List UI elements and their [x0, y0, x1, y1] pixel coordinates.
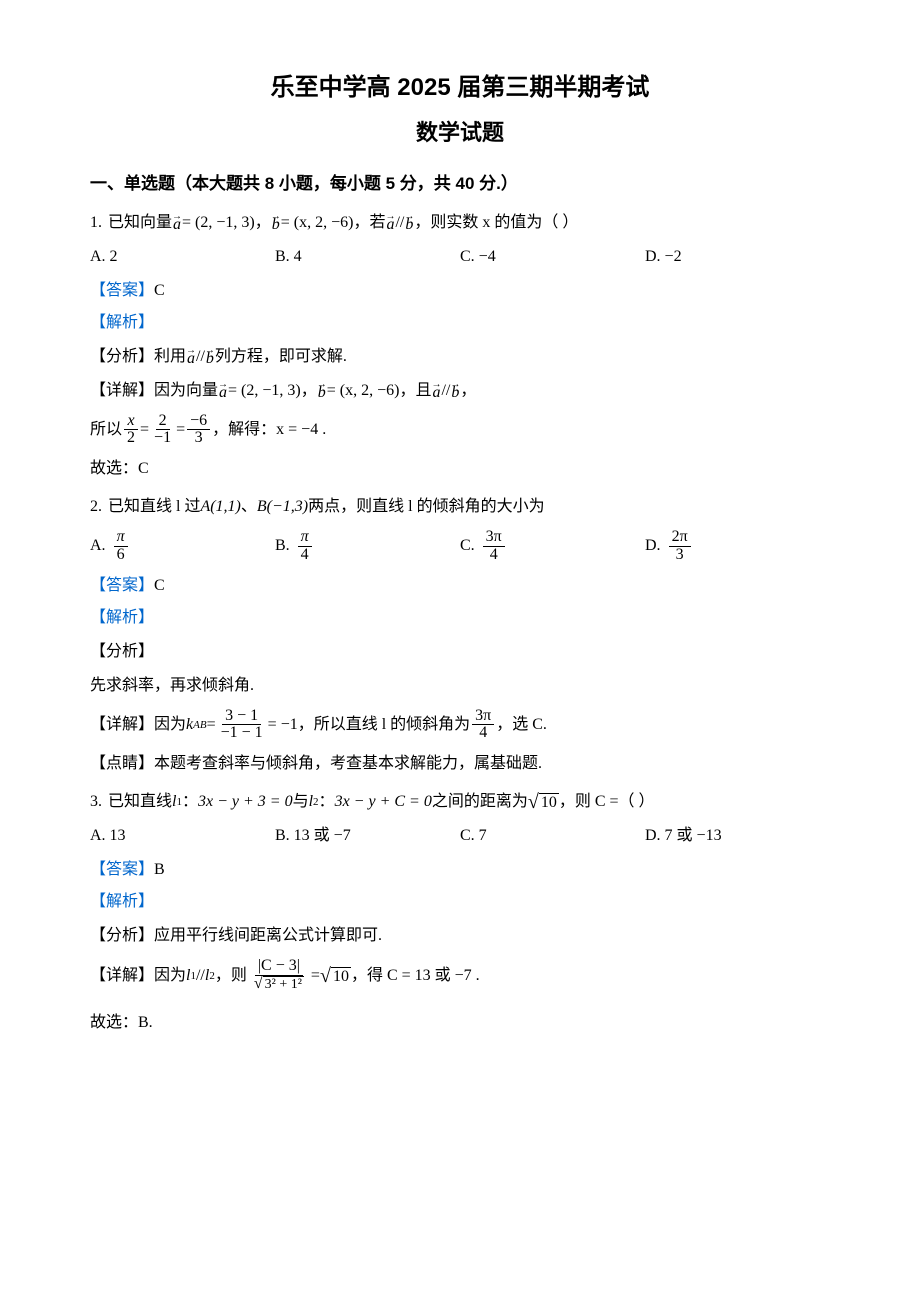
q2-opt-a: A. π6 [90, 529, 275, 564]
vector-a-icon: →a [172, 215, 182, 230]
q2-pointA: A(1,1) [200, 495, 240, 519]
fraction: −63 [187, 413, 210, 448]
sep: ， [255, 211, 271, 235]
q3-opt-b: B. 13 或 −7 [275, 824, 460, 848]
q2-opt-c: C. 3π4 [460, 529, 645, 564]
q3-number: 3. [90, 790, 102, 814]
q3-options: A. 13 B. 13 或 −7 C. 7 D. 7 或 −13 [90, 824, 830, 848]
q3-detail: 【详解】 因为 l1 // l2 ，则 |C − 3| √3² + 1² = √… [90, 958, 830, 993]
q1-opt-b: B. 4 [275, 245, 460, 269]
q1-options: A. 2 B. 4 C. −4 D. −2 [90, 245, 830, 269]
q3-tail: ，则 C =（ ） [559, 790, 655, 814]
fraction: 3 − 1−1 − 1 [218, 708, 266, 743]
q1-a-eq: = (2, −1, 3) [182, 211, 255, 235]
q1-final: 故选：C [90, 457, 830, 481]
q3-answer: 【答案】B [90, 858, 830, 882]
q3-analysis-label: 【解析】 [90, 890, 830, 914]
q2-fenxi-text: 先求斜率，再求倾斜角. [90, 674, 830, 698]
sep: 、 [241, 495, 257, 519]
vector-a-icon: →a [218, 383, 228, 398]
sqrt-icon: √10 [320, 966, 351, 986]
q1-b-eq: = (x, 2, −6) [281, 211, 354, 235]
vector-a-icon: →a [431, 383, 441, 398]
q3-eq1: 3x − y + 3 = 0 [198, 790, 293, 814]
q3-final: 故选：B. [90, 1011, 830, 1035]
vector-b-icon: →b [404, 215, 414, 230]
sep: ，若 [353, 211, 385, 235]
q3-stem: 3.已知直线 l1： 3x − y + 3 = 0 与 l2： 3x − y +… [90, 790, 830, 814]
vector-b-icon: →b [317, 383, 327, 398]
vector-b-icon: →b [271, 215, 281, 230]
q1-number: 1. [90, 211, 102, 235]
fraction: |C − 3| √3² + 1² [251, 958, 307, 993]
q2-opt-b: B. π4 [275, 529, 460, 564]
q2-analysis-label: 【解析】 [90, 606, 830, 630]
q2-detail: 【详解】 因为 kAB = 3 − 1−1 − 1 = −1，所以直线 l 的倾… [90, 708, 830, 743]
q3-fenxi: 【分析】应用平行线间距离公式计算即可. [90, 924, 830, 948]
q1-analysis-label: 【解析】 [90, 311, 830, 335]
q3-mid: 之间的距离为 [432, 790, 528, 814]
sep: 与 [293, 790, 309, 814]
q3-eq2: 3x − y + C = 0 [335, 790, 432, 814]
q1-detail-line2: 所以 x2 = 2−1 = −63 ，解得：x = −4 . [90, 413, 830, 448]
vector-a-icon: →a [186, 349, 196, 364]
q1-detail-line1: 【详解】 因为向量 →a = (2, −1, 3)， →b = (x, 2, −… [90, 379, 830, 403]
vector-b-icon: →b [205, 349, 215, 364]
fraction: 2−1 [151, 413, 174, 448]
q3-opt-a: A. 13 [90, 824, 275, 848]
q3-opt-d: D. 7 或 −13 [645, 824, 830, 848]
vector-a-icon: →a [385, 215, 395, 230]
page-subtitle: 数学试题 [90, 116, 830, 149]
vector-b-icon: →b [450, 383, 460, 398]
q2-number: 2. [90, 495, 102, 519]
fraction: x2 [124, 413, 138, 448]
q2-dianjing: 【点睛】本题考查斜率与倾斜角，考查基本求解能力，属基础题. [90, 752, 830, 776]
q1-answer: 【答案】C [90, 279, 830, 303]
q2-options: A. π6 B. π4 C. 3π4 D. 2π3 [90, 529, 830, 564]
q2-answer: 【答案】C [90, 574, 830, 598]
q1-lead: 已知向量 [108, 211, 172, 235]
q2-stem-tail: 两点，则直线 l 的倾斜角的大小为 [308, 495, 544, 519]
q2-opt-d: D. 2π3 [645, 529, 830, 564]
q1-stem: 1.已知向量 →a = (2, −1, 3) ， →b = (x, 2, −6)… [90, 211, 830, 235]
page-title: 乐至中学高 2025 届第三期半期考试 [90, 70, 830, 106]
q1-fenxi: 【分析】 利用 →a // →b 列方程，即可求解. [90, 345, 830, 369]
q2-fenxi-label: 【分析】 [90, 640, 830, 664]
q1-opt-c: C. −4 [460, 245, 645, 269]
q1-opt-d: D. −2 [645, 245, 830, 269]
q1-tail: ，则实数 x 的值为（ ） [414, 211, 578, 235]
section-heading: 一、单选题（本大题共 8 小题，每小题 5 分，共 40 分.） [90, 171, 830, 197]
q1-opt-a: A. 2 [90, 245, 275, 269]
q3-opt-c: C. 7 [460, 824, 645, 848]
parallel-icon: // [395, 211, 404, 235]
q2-stem: 2.已知直线 l 过 A(1,1) 、 B(−1,3) 两点，则直线 l 的倾斜… [90, 495, 830, 519]
fraction: 3π4 [472, 708, 494, 743]
q2-pointB: B(−1,3) [257, 495, 308, 519]
sqrt-icon: √10 [528, 792, 559, 812]
